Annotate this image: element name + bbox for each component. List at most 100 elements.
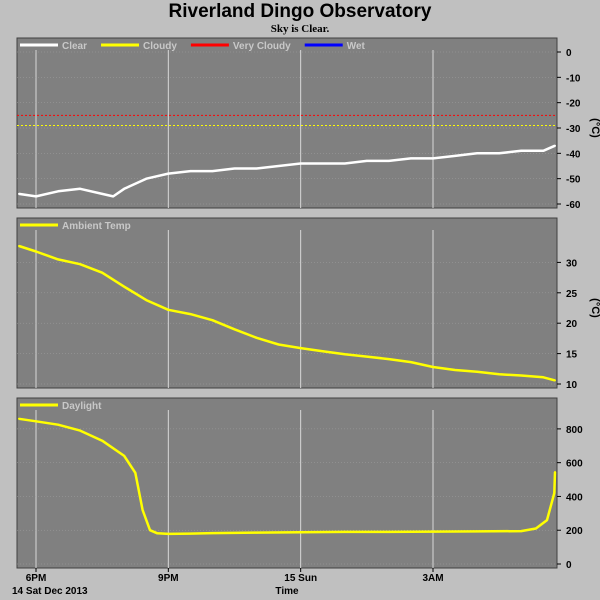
data-point [167,172,170,175]
y-tick-label: 400 [566,492,583,503]
data-point [148,529,151,532]
data-point [387,358,390,361]
data-point [112,195,115,198]
data-point [542,149,545,152]
data-point [18,417,20,420]
data-point [189,313,192,316]
legend-label: Wet [347,41,366,52]
data-point [79,187,82,190]
data-point [321,162,324,165]
y-tick-label: 200 [566,526,583,537]
data-point [554,379,556,382]
legend-label: Clear [62,41,87,52]
data-point [432,365,434,368]
data-point [299,162,302,165]
data-point [520,530,523,533]
data-point [145,177,148,180]
x-axis-title: Time [275,586,299,597]
data-point [189,532,192,535]
data-point [520,374,523,377]
data-point [554,470,556,473]
y-tick-label: -30 [566,124,581,135]
data-point [57,190,60,193]
data-point [476,152,479,155]
data-point [454,369,457,372]
data-point [57,423,60,426]
data-point [542,376,545,379]
data-point [520,149,523,152]
plot-background [16,217,558,389]
data-point [387,530,390,533]
data-point [167,532,170,535]
chart-panel-0: 0 -10 -20 -30 -40 -50 -60 (°C) Clear Cloudy Very C… [16,37,600,211]
data-point [545,519,548,522]
plot-background [16,37,558,209]
series-line [18,417,557,536]
y-tick-label: 10 [566,380,578,391]
y-tick-label: -20 [566,99,581,110]
x-date-label: 14 Sat Dec 2013 [12,586,88,597]
data-point [35,250,37,253]
data-point [277,165,280,167]
data-point [365,355,368,358]
x-tick-label: 15 Sun [284,573,317,584]
data-point [167,308,170,311]
legend-label: Ambient Temp [62,221,131,232]
y-tick-label: 600 [566,459,583,470]
data-point [211,319,214,322]
data-point [123,285,126,288]
data-point [409,361,412,364]
x-tick-label: 6PM [26,573,47,584]
legend-label: Cloudy [143,41,177,52]
data-point [454,154,457,157]
x-tick-label: 9PM [158,573,179,584]
chart-subtitle: Sky is Clear. [270,23,330,35]
data-point [321,350,324,353]
data-point [255,531,258,534]
data-point [35,195,37,198]
data-point [277,343,280,346]
data-point [233,328,236,331]
data-point [299,347,302,350]
data-point [343,530,346,533]
y-tick-label: -60 [566,200,581,211]
legend-label: Daylight [62,401,102,412]
y-tick-label: -40 [566,149,581,160]
data-point [299,531,302,534]
y-tick-label: 800 [566,425,583,436]
data-point [18,244,20,247]
data-point [343,162,346,165]
data-point [101,192,104,195]
data-point [211,170,214,173]
data-point [141,508,144,511]
data-point [255,336,258,339]
chart-panel-2: 0 200 400 600 800 Daylight [16,397,583,571]
data-point [553,492,556,495]
y-tick-label: 30 [566,258,578,269]
data-point [365,159,368,162]
data-point [101,439,104,442]
data-point [498,373,501,376]
x-tick-label: 3AM [422,573,443,584]
data-point [534,527,537,530]
legend-label: Very Cloudy [233,41,291,52]
data-point [79,263,82,266]
data-point [498,152,501,155]
y-tick-label: -10 [566,73,581,84]
data-point [57,258,60,261]
y-tick-label: 15 [566,350,578,361]
data-point [101,271,104,274]
data-point [233,167,236,170]
y-tick-label: -50 [566,175,581,186]
data-point [387,159,390,162]
chart-panel-1: 10 15 20 25 30 (°C) Ambient Temp [16,217,600,391]
data-point [123,454,126,457]
y-tick-label: 20 [566,319,578,330]
data-point [134,471,137,474]
y-axis-unit: (°C) [589,298,600,318]
data-point [432,530,434,533]
chart-title: Riverland Dingo Observatory [168,1,432,22]
data-point [35,420,37,423]
data-point [145,299,148,302]
data-point [255,167,258,170]
